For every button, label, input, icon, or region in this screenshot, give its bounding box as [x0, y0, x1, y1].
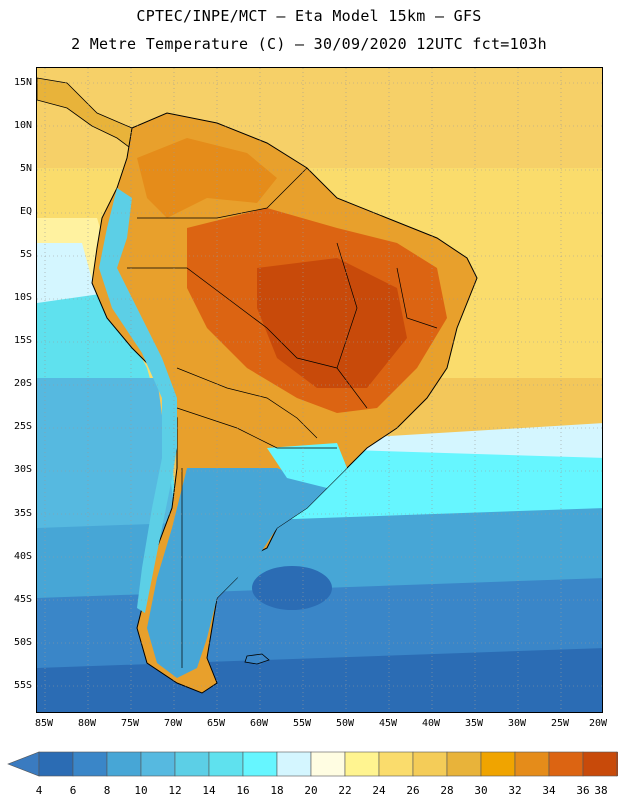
lon-label: 70W — [163, 718, 183, 729]
map-canvas — [37, 68, 602, 712]
temperature-map — [36, 67, 603, 713]
colorbar-swatch — [446, 751, 482, 777]
lon-label: 45W — [378, 718, 398, 729]
lon-label: 40W — [421, 718, 441, 729]
lon-label: 25W — [550, 718, 570, 729]
pacific-cool-tongue — [37, 243, 97, 308]
border-brazil-states — [336, 242, 368, 409]
colorbar-tick-label: 8 — [103, 784, 111, 797]
map-title: CPTEC/INPE/MCT – Eta Model 15km – GFS — [136, 7, 482, 25]
colorbar-swatch — [140, 751, 176, 777]
country-borders — [127, 167, 438, 668]
lon-label: 65W — [206, 718, 226, 729]
colorbar — [7, 751, 618, 777]
lat-label: 5S — [19, 249, 32, 260]
colorbar-swatch — [208, 751, 244, 777]
colorbar-tick-label: 12 — [168, 784, 182, 797]
colorbar-tick-label: 20 — [304, 784, 318, 797]
colorbar-tick-label: 26 — [406, 784, 420, 797]
lat-label: 30S — [13, 464, 32, 475]
colorbar-tick-label: 28 — [440, 784, 454, 797]
colorbar-under-arrow — [7, 751, 40, 777]
border-north — [137, 167, 308, 219]
colorbar-tick-label: 14 — [202, 784, 216, 797]
border-argentina-north — [176, 407, 337, 449]
colorbar-swatch — [276, 751, 312, 777]
lon-label: 30W — [507, 718, 527, 729]
lat-label: 50S — [13, 637, 32, 648]
colorbar-tick-label: 38 — [594, 784, 608, 797]
colorbar-swatch — [344, 751, 380, 777]
colorbar-swatch — [38, 751, 74, 777]
colorbar-swatch — [242, 751, 278, 777]
lon-label: 85W — [34, 718, 54, 729]
andes-cold — [99, 188, 177, 613]
colorbar-tick-label: 16 — [236, 784, 250, 797]
colorbar-swatch — [106, 751, 142, 777]
lat-label: 15N — [13, 77, 32, 88]
lon-label: 20W — [588, 718, 608, 729]
lat-label: 10N — [13, 120, 32, 131]
colorbar-swatch — [174, 751, 210, 777]
lat-label: 45S — [13, 594, 32, 605]
lat-label: 35S — [13, 508, 32, 519]
uruguay-cool — [267, 443, 347, 488]
lon-label: 55W — [292, 718, 312, 729]
colorbar-tick-label: 4 — [35, 784, 43, 797]
falkland-islands — [244, 653, 270, 665]
colorbar-swatch — [480, 751, 516, 777]
lon-label: 80W — [77, 718, 97, 729]
map-subtitle: 2 Metre Temperature (C) – 30/09/2020 12U… — [71, 35, 547, 53]
lon-label: 75W — [120, 718, 140, 729]
lat-label: 20S — [13, 378, 32, 389]
colorbar-swatch — [310, 751, 346, 777]
border-ne-states — [396, 267, 438, 329]
border-bolivia — [176, 367, 318, 439]
colorbar-tick-label: 30 — [474, 784, 488, 797]
lat-label: EQ — [19, 206, 32, 217]
colorbar-tick-label: 22 — [338, 784, 352, 797]
colorbar-swatch — [412, 751, 448, 777]
lat-label: 25S — [13, 421, 32, 432]
lat-label: 5N — [19, 163, 32, 174]
lat-label: 10S — [13, 292, 32, 303]
colorbar-swatch — [582, 751, 618, 777]
lat-label: 55S — [13, 680, 32, 691]
colorbar-tick-label: 18 — [270, 784, 284, 797]
cold-pocket — [252, 566, 332, 610]
colorbar-swatch — [514, 751, 550, 777]
colorbar-swatch — [548, 751, 584, 777]
lon-label: 60W — [249, 718, 269, 729]
southern-cone — [147, 468, 327, 678]
colorbar-tick-label: 32 — [508, 784, 522, 797]
south-pacific — [37, 378, 177, 538]
border-peru-brazil — [127, 267, 338, 369]
northern-hot — [137, 138, 277, 218]
lat-label: 40S — [13, 551, 32, 562]
colorbar-swatch — [72, 751, 108, 777]
colorbar-tick-label: 36 — [576, 784, 590, 797]
graticule — [37, 68, 602, 712]
lat-label: 15S — [13, 335, 32, 346]
colorbar-swatch — [378, 751, 414, 777]
colorbar-tick-label: 34 — [542, 784, 556, 797]
lon-label: 50W — [335, 718, 355, 729]
lon-label: 35W — [464, 718, 484, 729]
colorbar-tick-label: 10 — [134, 784, 148, 797]
colorbar-tick-label: 24 — [372, 784, 386, 797]
colorbar-tick-label: 6 — [69, 784, 77, 797]
